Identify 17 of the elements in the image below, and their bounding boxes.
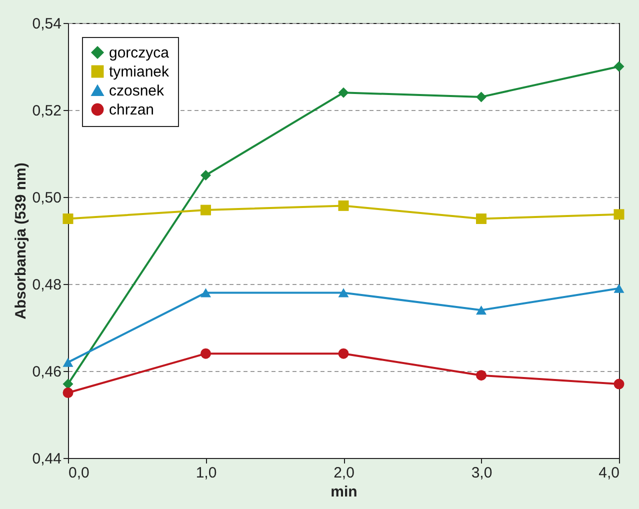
legend-label: chrzan [109,102,154,118]
x-axis-title: min [330,484,358,500]
y-tick-label: 0,48 [32,276,62,294]
legend-label: gorczyca [109,44,170,62]
x-tick-label: 0,0 [68,464,90,482]
x-tick-label: 2,0 [334,464,354,482]
y-tick-label: 0,54 [32,16,62,32]
legend-label: tymianek [109,64,170,80]
y-axis-title: Absorbancja (539 nm) [12,162,30,320]
y-tick-label: 0,44 [32,450,62,468]
x-tick-label: 3,0 [471,464,492,482]
x-tick-label: 4,0 [598,464,620,482]
y-tick-label: 0,46 [32,364,62,380]
legend-label: czosnek [109,82,165,100]
x-tick-label: 1,0 [196,464,217,482]
y-tick-label: 0,52 [32,102,62,120]
y-tick-label: 0,50 [32,190,62,206]
